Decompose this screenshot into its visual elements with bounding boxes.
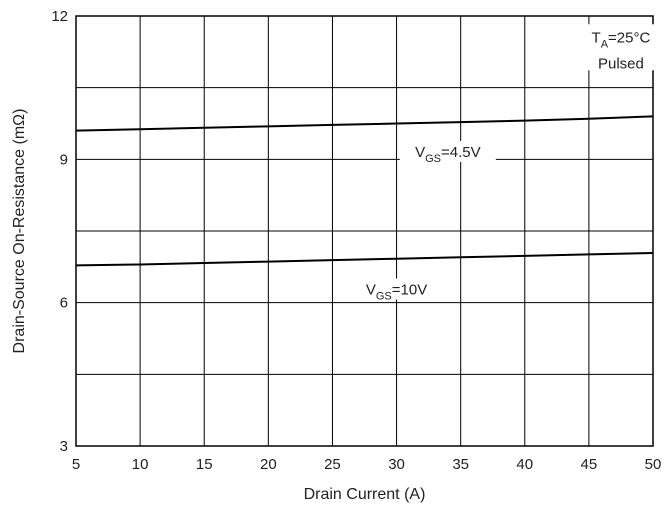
y-tick-labels: 3 6 9 12 [51, 8, 68, 455]
x-axis-title: Drain Current (A) [304, 486, 426, 503]
temperature-symbol: T [592, 29, 601, 46]
x-tick-label: 20 [260, 456, 277, 473]
y-tick-label: 9 [60, 151, 68, 168]
x-tick-label: 50 [645, 456, 662, 473]
series-label-subscript: GS [425, 153, 441, 165]
y-axis-title: Drain-Source On-Resistance (mΩ) [11, 109, 28, 354]
temperature-value: =25°C [608, 29, 650, 46]
y-tick-label: 12 [51, 8, 68, 25]
x-tick-label: 15 [196, 456, 213, 473]
series-label-subscript: GS [376, 291, 392, 303]
series-label-value: =4.5V [441, 144, 481, 161]
series-label: VGS=10V [366, 282, 427, 303]
x-tick-label: 25 [324, 456, 341, 473]
conditions-annotation: TA=25°C Pulsed [580, 24, 661, 73]
grid [75, 15, 654, 447]
series-label-background [356, 278, 437, 300]
temperature-annotation: TA=25°C [592, 29, 651, 50]
annotation-background [580, 24, 661, 71]
series-label: VGS=4.5V [415, 144, 481, 165]
plot-frame [75, 15, 654, 447]
series-label-background [399, 140, 496, 162]
x-tick-label: 35 [452, 456, 469, 473]
series-label-symbol: V [366, 282, 376, 299]
temperature-subscript: A [601, 38, 609, 50]
y-tick-label: 6 [60, 295, 68, 312]
pulsed-annotation: Pulsed [598, 56, 644, 73]
x-tick-label: 30 [388, 456, 405, 473]
series-line [75, 115, 654, 132]
series-line [75, 251, 654, 267]
y-tick-label: 3 [60, 438, 68, 455]
x-tick-label: 40 [516, 456, 533, 473]
x-tick-label: 45 [581, 456, 598, 473]
series-label-value: =10V [392, 282, 427, 299]
x-tick-label: 5 [72, 456, 80, 473]
x-tick-label: 10 [132, 456, 149, 473]
series-label-symbol: V [415, 144, 425, 161]
x-tick-labels: 5 10 15 20 25 30 35 40 45 50 [72, 456, 662, 473]
